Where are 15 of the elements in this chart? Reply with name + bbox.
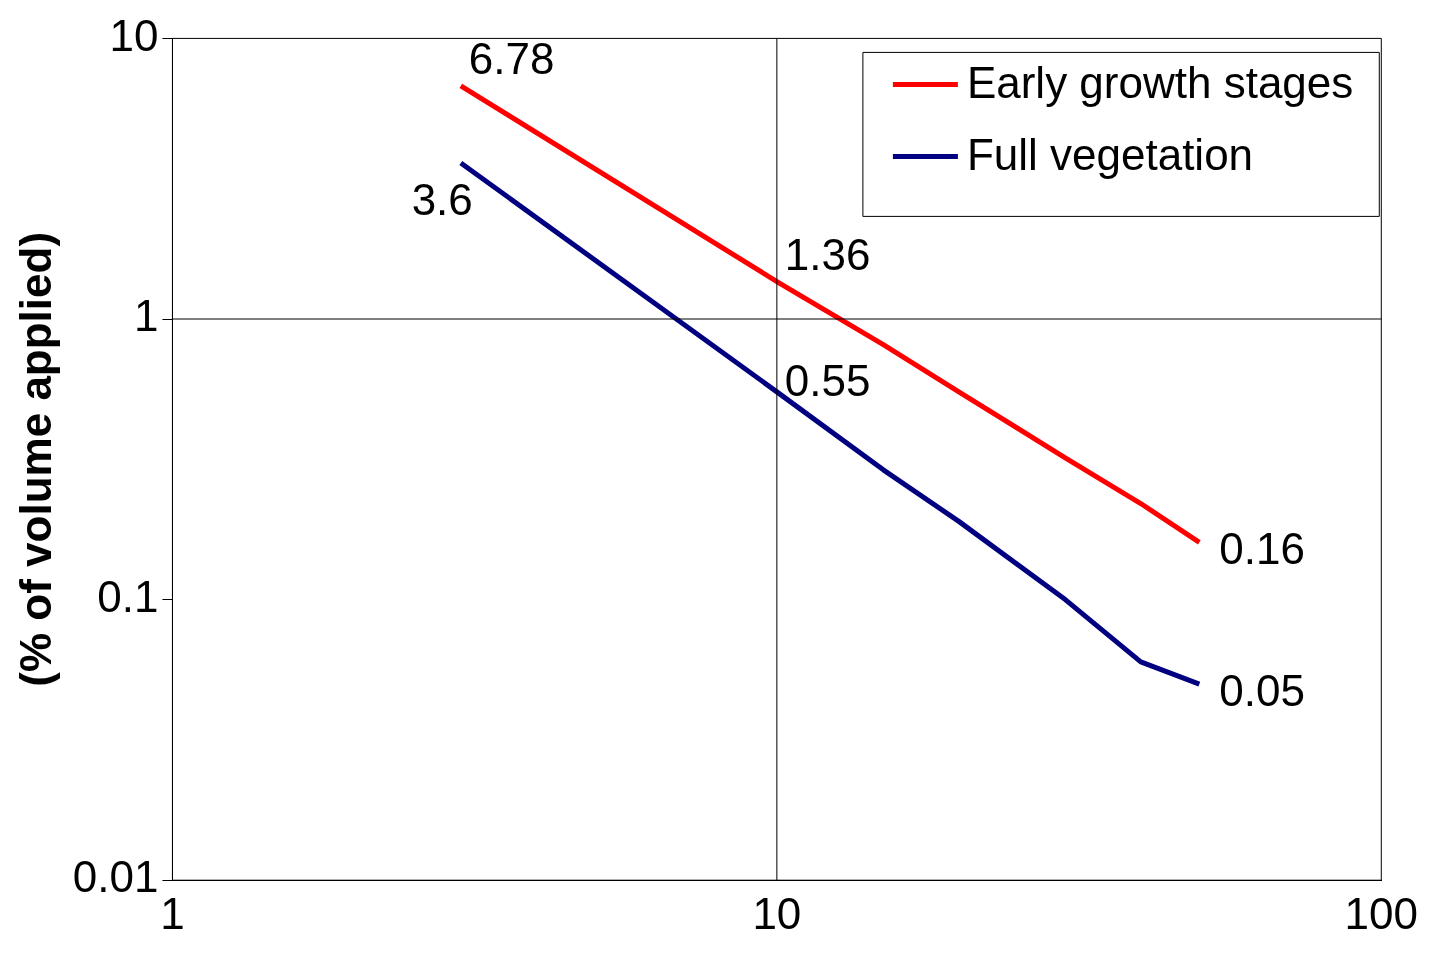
data-label: 0.16 (1219, 524, 1305, 574)
legend-label: Full vegetation (966, 130, 1254, 180)
data-label: 6.78 (468, 33, 555, 83)
data-label: 0.05 (1219, 666, 1305, 716)
y-tick-label: 1 (133, 291, 159, 341)
data-label: 0.55 (784, 355, 871, 405)
y-tick-label: 10 (109, 10, 159, 60)
y-tick-label: 0.1 (97, 571, 159, 621)
data-label: 3.6 (411, 175, 473, 225)
data-label: 1.36 (784, 229, 871, 279)
x-tick-label: 10 (752, 888, 802, 938)
x-tick-label: 100 (1344, 888, 1418, 938)
y-axis-title: (% of volume applied) (10, 231, 60, 687)
legend-label: Early growth stages (966, 58, 1354, 108)
y-tick-label: 0.01 (72, 852, 159, 902)
